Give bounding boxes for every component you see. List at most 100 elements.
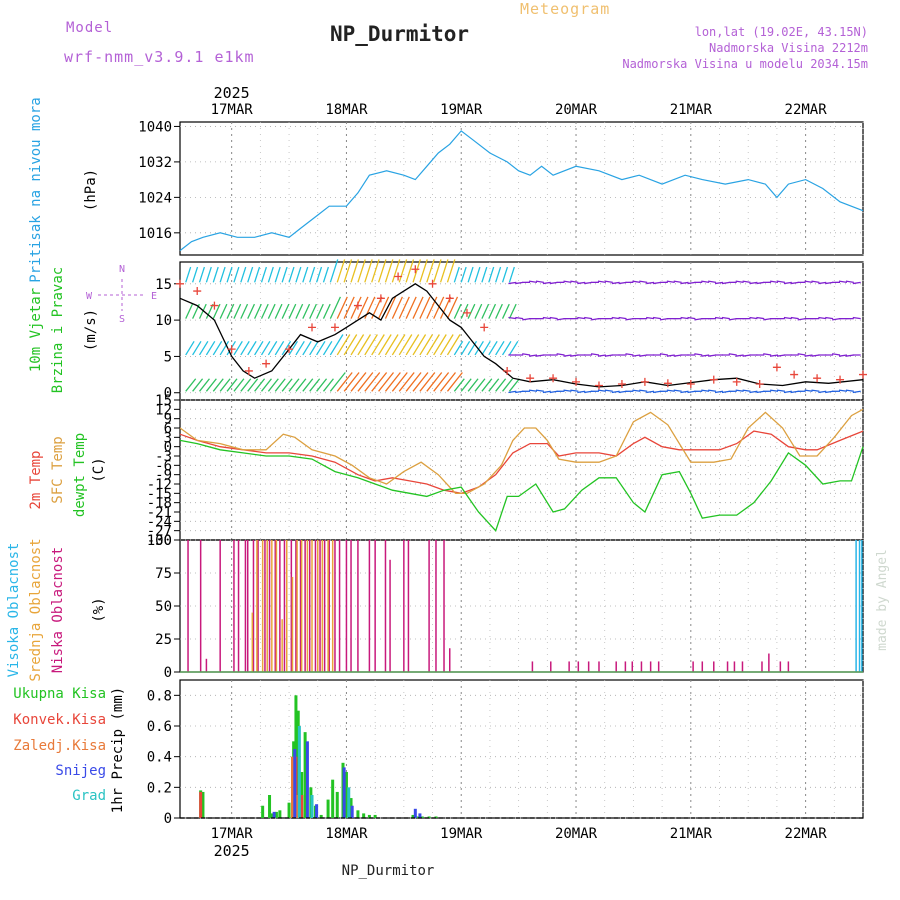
wind-barb xyxy=(316,303,324,319)
temperature-ytick-label: -15 xyxy=(147,486,172,502)
wind-barb xyxy=(776,280,786,283)
wind-gust-mark xyxy=(411,265,420,274)
wind-barb xyxy=(639,354,648,357)
wind-barb xyxy=(577,316,586,320)
wind-barb xyxy=(274,303,283,319)
wind-barb xyxy=(219,303,228,319)
wind-barb xyxy=(639,389,648,392)
temperature-ytick-label: -30 xyxy=(147,533,172,549)
wind-barb xyxy=(646,390,655,394)
wind-barb xyxy=(708,389,717,392)
wind-barb xyxy=(350,372,367,392)
wind-barb xyxy=(329,296,341,319)
wind-barb xyxy=(467,266,474,283)
pressure-ytick-label: 1024 xyxy=(138,190,172,206)
wind-barb xyxy=(659,318,668,321)
wind-barb xyxy=(584,390,593,394)
wind-barb xyxy=(508,378,520,392)
wind-barb xyxy=(804,280,813,283)
pressure-line xyxy=(179,130,864,252)
wind-gust-mark xyxy=(594,381,603,390)
wind-barb xyxy=(502,378,514,392)
wind-barb xyxy=(590,353,600,356)
wind-barb xyxy=(281,340,292,356)
wind-barb xyxy=(535,389,544,392)
wind-barb xyxy=(708,280,717,283)
wind-barb xyxy=(316,340,326,356)
precip-bar xyxy=(416,816,420,818)
wind-barb xyxy=(563,354,572,357)
precip-label: 1hr Precip (mm) xyxy=(110,687,126,813)
wind-barb xyxy=(446,259,456,283)
compass-cross xyxy=(98,279,146,311)
wind-barb xyxy=(528,280,538,283)
wind-barb xyxy=(371,259,380,283)
wind-barb xyxy=(756,281,765,285)
precip-bar xyxy=(199,791,203,818)
precip-bar xyxy=(300,795,304,818)
pressure-ytick-label: 1016 xyxy=(138,226,172,242)
wind-gust-mark xyxy=(836,375,845,384)
wind-barb xyxy=(412,296,424,319)
wind-barb xyxy=(412,334,427,356)
wind-barb xyxy=(549,316,558,320)
precip-legend-item: Grad xyxy=(72,788,106,804)
precip-bar xyxy=(278,810,282,818)
cloud-ytick-label: 50 xyxy=(155,599,172,615)
wind-gust-mark xyxy=(330,323,339,332)
model-name: wrf-nmm_v3.9.1 e1km xyxy=(64,48,255,66)
top-day-label: 22MAR xyxy=(785,102,828,118)
wind-barb xyxy=(460,340,471,356)
precip-bar xyxy=(261,805,265,818)
precip-frame xyxy=(179,679,864,819)
wind-barb xyxy=(714,390,724,394)
wind-barb xyxy=(825,316,834,320)
precip-bar xyxy=(297,726,301,818)
wind-barb xyxy=(756,390,765,394)
precip-legend-item: Zaledj.Kisa xyxy=(13,738,106,754)
temp-unit: (C) xyxy=(91,457,107,482)
wind-barb xyxy=(357,296,369,319)
wind-barb xyxy=(412,259,421,283)
wind-barb xyxy=(405,334,420,356)
wind-barb xyxy=(790,281,799,285)
compass-n: N xyxy=(119,264,125,275)
wind-barb xyxy=(453,378,465,392)
precip-bar xyxy=(331,779,335,818)
wind-barb xyxy=(433,259,442,283)
wind-barb xyxy=(212,378,224,392)
wind-barb xyxy=(838,354,848,357)
precip-bar xyxy=(290,756,294,818)
precip-bar xyxy=(427,816,431,818)
wind-barb xyxy=(302,378,314,392)
wind-barb xyxy=(440,372,457,392)
precip-bar xyxy=(347,787,351,818)
wind-barb xyxy=(488,303,497,319)
wind-barb xyxy=(233,266,240,283)
wind-barb xyxy=(288,378,300,392)
wind-barb xyxy=(198,340,209,356)
wind-barb xyxy=(426,296,438,319)
wind-gust-mark xyxy=(549,374,558,383)
wind-barb xyxy=(783,316,792,320)
wind-barb xyxy=(474,303,483,319)
wind-gust-mark xyxy=(480,323,489,332)
compass-e: E xyxy=(151,291,157,302)
wind-barb xyxy=(508,340,519,356)
top-day-label: 17MAR xyxy=(211,102,254,118)
wind-barb xyxy=(714,316,724,320)
wind-barb xyxy=(212,303,221,319)
bottom-day-label: 20MAR xyxy=(555,826,598,842)
pressure-ytick-label: 1040 xyxy=(138,119,172,135)
wind-barb xyxy=(384,259,394,283)
wind-barb xyxy=(364,334,378,356)
wind-barb xyxy=(185,378,197,392)
wind-gust-mark xyxy=(755,380,764,389)
pressure-unit: (hPa) xyxy=(83,169,99,211)
wind-barb xyxy=(488,340,498,356)
wind-barb xyxy=(240,266,247,283)
wind-barb xyxy=(652,390,662,394)
wind-barb xyxy=(790,316,799,320)
wind-gust-mark xyxy=(813,374,822,383)
